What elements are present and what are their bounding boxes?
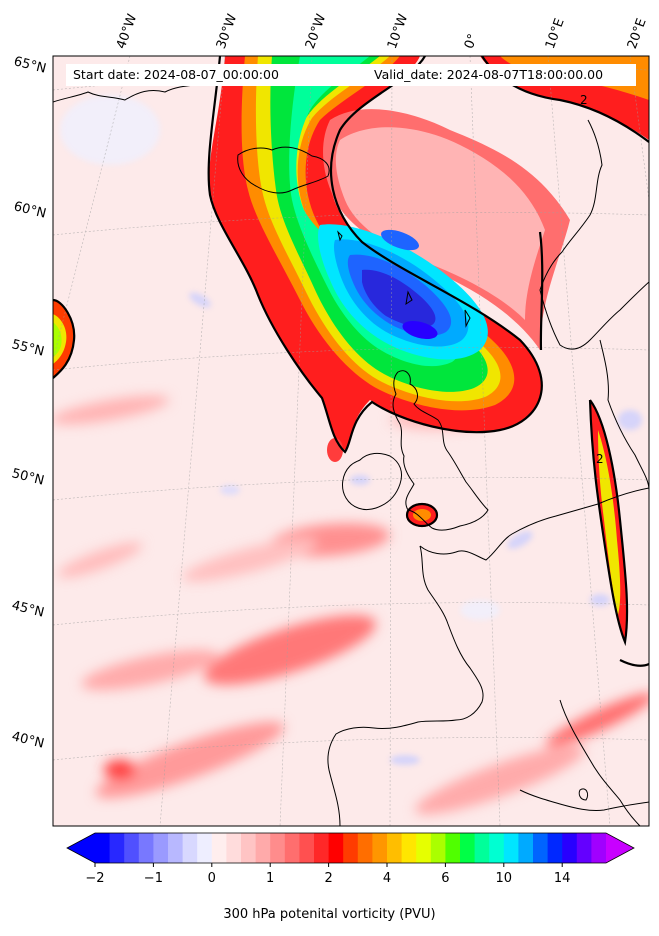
colorbar-bin [95, 833, 111, 863]
start-date-label: Start date: 2024-08-07_00:00:00 [73, 67, 279, 82]
contour-label-2-north: 2 [580, 93, 588, 107]
colorbar-bin [328, 833, 344, 863]
colorbar-tick-label: −2 [85, 871, 105, 886]
colorbar-tick-label: −1 [143, 871, 163, 886]
colorbar-bin [591, 833, 607, 863]
colorbar-bin [416, 833, 432, 863]
colorbar-bin [284, 833, 300, 863]
colorbar-bin [387, 833, 403, 863]
map-border [52, 55, 650, 827]
colorbar-bin [153, 833, 169, 863]
colorbar-bin [547, 833, 563, 863]
colorbar-bin [255, 833, 271, 863]
colorbar-tick-label: 6 [441, 871, 450, 886]
colorbar-bin [474, 833, 490, 863]
pv-field: 2 2 [53, 56, 649, 826]
colorbar-tick-label: 10 [495, 871, 513, 886]
colorbar-bin [460, 833, 476, 863]
colorbar-label: 300 hPa potenital vorticity (PVU) [223, 907, 436, 922]
colorbar-bin [401, 833, 417, 863]
colorbar-bin [343, 833, 359, 863]
colorbar-bin [124, 833, 140, 863]
info-box [66, 64, 636, 86]
colorbar-bin [182, 833, 198, 863]
colorbar-bin [109, 833, 125, 863]
pv-streamer [208, 56, 649, 450]
colorbar [66, 832, 635, 867]
colorbar-bin [372, 833, 388, 863]
colorbar-bin [576, 833, 592, 863]
colorbar-extend-max [606, 833, 634, 863]
colorbar-tick-label: 2 [324, 871, 333, 886]
colorbar-bin [489, 833, 505, 863]
colorbar-bin [138, 833, 154, 863]
colorbar-tick-label: 0 [207, 871, 216, 886]
colorbar-tick-label: 14 [553, 871, 571, 886]
colorbar-bin [562, 833, 578, 863]
valid-date-label: Valid_date: 2024-08-07T18:00:00.00 [374, 67, 604, 82]
colorbar-bin [445, 833, 461, 863]
colorbar-bin [270, 833, 286, 863]
colorbar-bin [357, 833, 373, 863]
contour-label-2-east: 2 [596, 452, 604, 466]
low-pv-patches [60, 95, 642, 765]
colorbar-bin [241, 833, 257, 863]
colorbar-bin [197, 833, 213, 863]
colorbar-bin [518, 833, 534, 863]
colorbar-bin [503, 833, 519, 863]
colorbar-bin [226, 833, 242, 863]
colorbar-bin [168, 833, 184, 863]
colorbar-bin [430, 833, 446, 863]
colorbar-bin [533, 833, 549, 863]
colorbar-bin [211, 833, 227, 863]
colorbar-tick-label: 1 [266, 871, 275, 886]
colorbar-tick-label: 4 [382, 871, 392, 886]
colorbar-extend-min [67, 833, 95, 863]
coastlines [53, 81, 649, 826]
colorbar-outline [66, 832, 635, 864]
colorbar-bin [299, 833, 315, 863]
colorbar-bin [314, 833, 330, 863]
